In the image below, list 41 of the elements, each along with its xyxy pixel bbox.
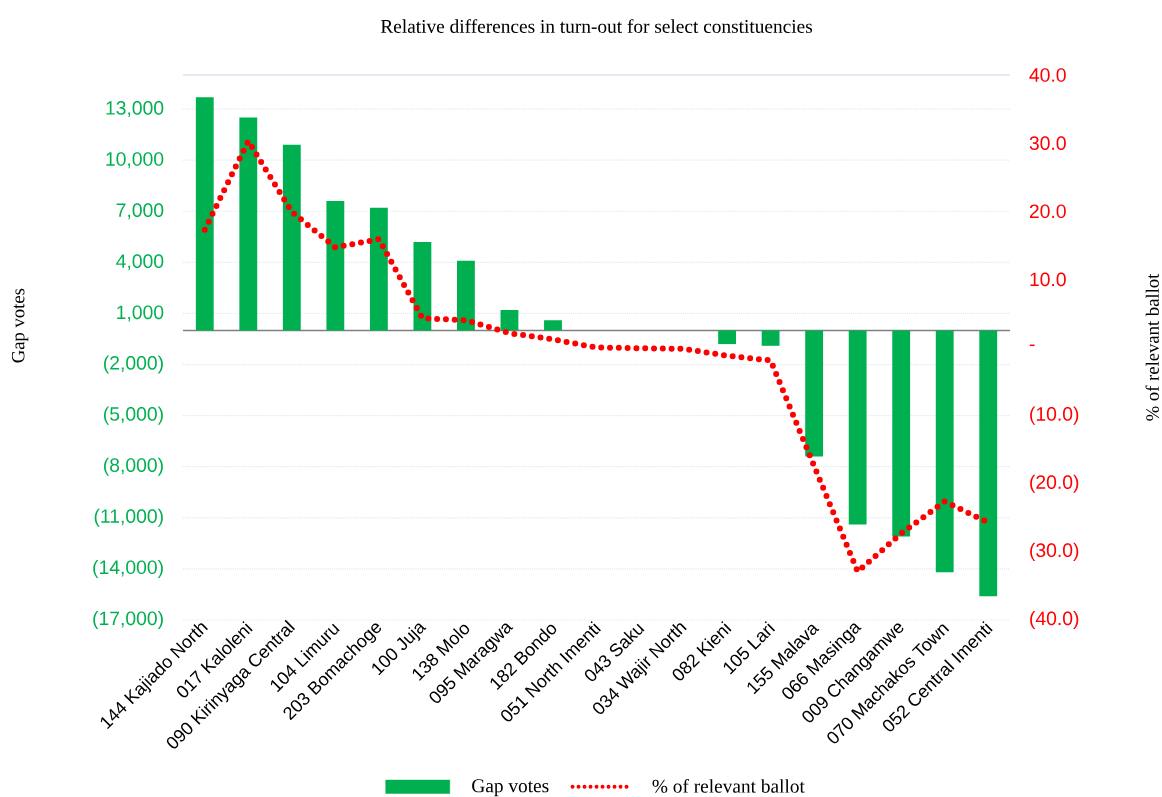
y2-tick-label: (40.0)	[1030, 610, 1079, 630]
bar	[195, 97, 214, 331]
bar	[500, 310, 519, 331]
bar	[413, 241, 432, 331]
y-tick-label: (5,000)	[104, 406, 163, 425]
bar	[457, 260, 475, 331]
y-tick-label: (2,000)	[104, 355, 163, 374]
y2-axis-title: % of relevant ballot	[1145, 273, 1159, 421]
y2-tick-label: 40.0	[1029, 68, 1066, 82]
y-tick-label: (14,000)	[93, 559, 163, 578]
y2-tick-label: 30.0	[1029, 136, 1066, 150]
bar	[718, 330, 737, 345]
bar	[848, 330, 867, 525]
chart-title: Relative differences in turn-out for select constituencies	[380, 19, 813, 33]
bar	[892, 330, 911, 537]
y-tick-label: 10,000	[106, 152, 164, 169]
y2-tick-label: 10.0	[1030, 272, 1066, 287]
y-tick-label: 7,000	[116, 203, 164, 220]
y-tick-label: (17,000)	[93, 610, 163, 630]
bar	[761, 330, 780, 346]
y2-tick-label: (30.0)	[1030, 542, 1079, 561]
y-tick-label: (11,000)	[94, 508, 163, 527]
y-tick-label: 13,000	[106, 101, 164, 118]
y-axis-title: Gap votes	[11, 288, 29, 363]
y-tick-label: 4,000	[116, 254, 164, 271]
y-tick-label: (8,000)	[104, 457, 163, 476]
y2-tick-label: -	[1029, 344, 1035, 347]
bar	[935, 330, 954, 573]
y2-tick-label: (20.0)	[1030, 474, 1079, 493]
legend-label: % of relevant ballot	[652, 778, 805, 793]
bar	[979, 330, 998, 597]
bar	[544, 320, 562, 331]
bar	[326, 201, 345, 331]
y-tick-label: 1,000	[117, 305, 164, 322]
legend-label: Gap votes	[472, 779, 549, 797]
y2-tick-label: 20.0	[1029, 204, 1066, 219]
bar	[282, 144, 301, 331]
bar	[239, 117, 258, 331]
bar	[805, 330, 824, 457]
y2-tick-label: (10.0)	[1030, 406, 1079, 425]
bar	[369, 207, 388, 331]
